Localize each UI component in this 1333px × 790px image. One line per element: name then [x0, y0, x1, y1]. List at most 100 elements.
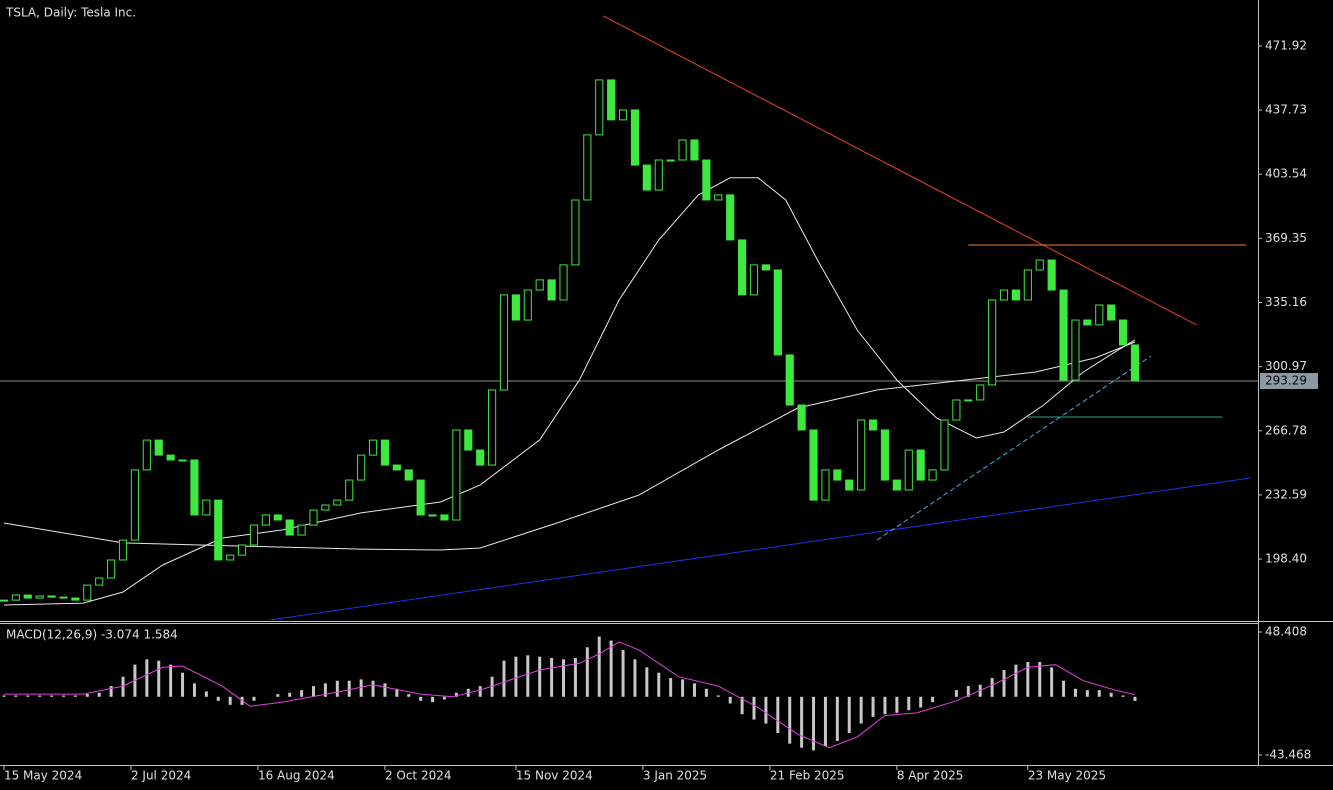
candle: [71, 597, 80, 601]
candle: [999, 289, 1009, 301]
candle: [1130, 344, 1140, 382]
candle: [11, 594, 20, 601]
trend-line: [602, 15, 1197, 326]
candle: [464, 429, 473, 451]
candle: [452, 429, 461, 521]
candle: [607, 79, 616, 121]
candle: [166, 454, 175, 461]
candle: [868, 419, 878, 431]
candle: [571, 199, 580, 266]
candle: [702, 159, 711, 201]
candle: [916, 449, 925, 481]
candle: [690, 139, 699, 161]
candle: [214, 499, 223, 561]
candle: [368, 439, 378, 456]
candle: [488, 389, 497, 466]
candle: [285, 519, 294, 536]
candle: [333, 499, 342, 506]
candle: [130, 469, 139, 541]
current-price-label: 293.29: [1265, 374, 1307, 388]
candle: [642, 164, 651, 191]
y-tick-label: 471.92: [1265, 38, 1307, 52]
candle: [928, 469, 937, 481]
candle: [857, 419, 866, 491]
x-tick-label: 3 Jan 2025: [643, 769, 707, 783]
candle: [202, 499, 211, 516]
y-tick-label: 300.97: [1265, 359, 1307, 373]
chart-title: TSLA, Daily: Tesla Inc.: [5, 6, 136, 20]
candle: [428, 514, 437, 517]
y-tick-label: -43.468: [1265, 747, 1311, 761]
candle: [1083, 319, 1092, 326]
candle: [904, 449, 913, 491]
candle: [95, 577, 104, 586]
x-tick-label: 15 May 2024: [4, 769, 82, 783]
trend-line: [876, 355, 1152, 541]
candle: [1119, 319, 1128, 346]
candle: [35, 595, 44, 599]
candle: [1107, 304, 1116, 321]
candle: [1095, 304, 1104, 326]
candle: [940, 419, 949, 471]
candle: [821, 469, 830, 501]
candle: [559, 264, 568, 301]
candle: [749, 264, 759, 296]
candle: [952, 399, 961, 421]
candle: [988, 299, 997, 386]
candle: [785, 354, 794, 406]
candle: [238, 544, 247, 556]
candle: [618, 109, 628, 121]
candle: [666, 159, 675, 162]
candle: [1035, 259, 1044, 271]
candle: [892, 479, 901, 491]
candle: [630, 109, 640, 166]
y-tick-label: 437.73: [1265, 103, 1307, 117]
x-tick-label: 16 Aug 2024: [258, 769, 335, 783]
candle: [345, 479, 354, 501]
y-tick-label: 403.54: [1265, 167, 1307, 181]
moving-average: [3, 177, 1136, 606]
candle: [476, 449, 485, 466]
candle: [964, 399, 973, 402]
candle: [833, 469, 842, 481]
candle: [226, 554, 235, 561]
candle: [178, 459, 187, 462]
candle: [118, 539, 128, 561]
y-tick-label: 266.78: [1265, 423, 1307, 437]
candle: [809, 429, 818, 501]
price-panel: [0, 15, 1258, 620]
candle: [583, 134, 592, 201]
candle: [1059, 289, 1068, 381]
candle: [392, 464, 401, 471]
x-tick-label: 21 Feb 2025: [770, 769, 845, 783]
candle: [1011, 289, 1020, 301]
candle: [1023, 269, 1032, 301]
candle: [404, 469, 413, 481]
current-price-box: [1260, 373, 1318, 390]
candle: [535, 279, 544, 291]
candle: [107, 559, 116, 579]
candle: [976, 384, 985, 401]
x-tick-label: 2 Jul 2024: [131, 769, 191, 783]
candle: [273, 514, 282, 521]
candle: [1047, 259, 1056, 291]
candle: [416, 479, 425, 516]
candle: [523, 289, 532, 321]
candle: [321, 504, 330, 511]
candle: [678, 139, 687, 161]
candle: [797, 404, 806, 431]
candle: [380, 439, 390, 466]
signal-line: [4, 641, 1136, 749]
y-tick-label: 232.59: [1265, 487, 1307, 501]
candle: [773, 269, 782, 356]
candle: [511, 294, 520, 321]
candle: [357, 454, 366, 481]
candle: [142, 439, 151, 471]
candle: [47, 595, 56, 598]
candle: [0, 599, 9, 602]
y-tick-label: 335.16: [1265, 295, 1307, 309]
candle: [761, 264, 770, 271]
candle: [83, 584, 92, 601]
